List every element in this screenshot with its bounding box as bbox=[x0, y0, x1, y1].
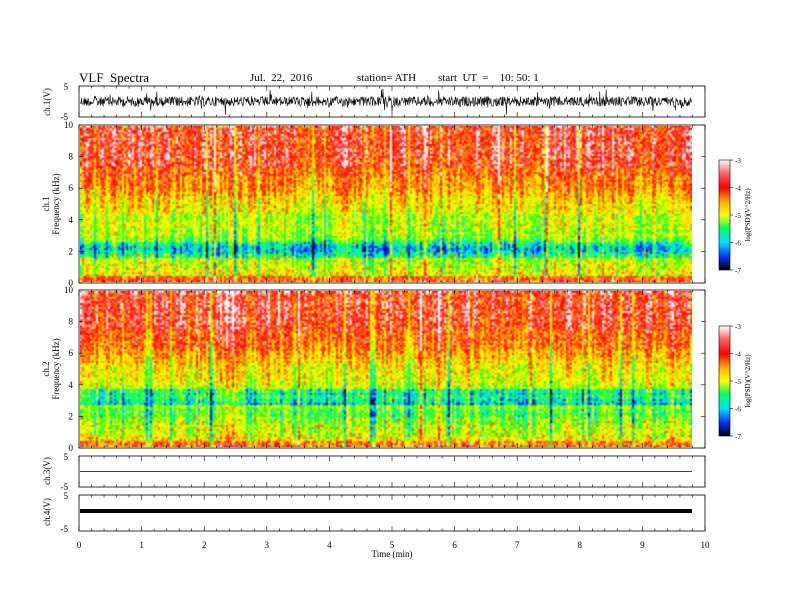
time-tick-label: 5 bbox=[390, 540, 395, 550]
ch1-spectrogram-panel: 0 2 4 6 8 10 ch.1 Frequency (kHz) bbox=[41, 120, 706, 288]
time-tick-label: 2 bbox=[202, 540, 207, 550]
time-axis-label: Time (min) bbox=[372, 549, 413, 559]
y-tick-label: 6 bbox=[69, 348, 74, 358]
date-label: Jul. 22, 2016 bbox=[250, 72, 313, 84]
ch4-waveform-line bbox=[80, 509, 692, 513]
y-tick-label: 10 bbox=[64, 120, 74, 130]
colorbar-tick-label: -5 bbox=[735, 212, 741, 220]
ch3-ytick-top: 5 bbox=[64, 452, 69, 462]
y-tick-label: 4 bbox=[69, 380, 74, 390]
ch2-colorbar-gradient bbox=[718, 325, 731, 437]
colorbar-tick-label: -6 bbox=[735, 406, 741, 414]
time-tick-label: 10 bbox=[701, 540, 711, 550]
time-tick-label: 3 bbox=[265, 540, 270, 550]
ch1-ytick-bottom: -5 bbox=[61, 112, 69, 122]
ch1-colorbar-gradient bbox=[718, 159, 731, 271]
time-tick-label: 1 bbox=[139, 540, 144, 550]
ch1-spectrogram-prefix: ch.1 bbox=[41, 196, 51, 211]
ch4-ytick-bottom: -5 bbox=[61, 524, 69, 534]
ch1-waveform-ylabel: ch.1(V) bbox=[42, 88, 52, 116]
y-tick-label: 10 bbox=[64, 285, 74, 295]
ch2-spectrogram-yticks: 0 2 4 6 8 10 bbox=[64, 285, 705, 453]
ch2-spectrogram-ylabel: Frequency (kHz) bbox=[51, 338, 61, 399]
colorbar-tick-label: -4 bbox=[735, 351, 741, 359]
ch2-colorbar: -3 -4 -5 -6 -7 log(PSD)(V^2/Hz) bbox=[718, 323, 752, 441]
ch4-waveform-panel: 5 -5 ch.4(V) bbox=[42, 491, 706, 534]
time-tick-label: 7 bbox=[515, 540, 520, 550]
ch1-colorbar-label: log(PSD)(V^2/Hz) bbox=[744, 188, 752, 242]
ch1-spectrogram-image bbox=[80, 126, 692, 282]
y-tick-label: 4 bbox=[69, 215, 74, 225]
time-tick-label: 0 bbox=[77, 540, 82, 550]
colorbar-tick-label: -3 bbox=[735, 323, 741, 331]
ch2-spectrogram-image bbox=[80, 291, 692, 447]
ch4-waveform-ticks bbox=[78, 495, 706, 531]
ch4-waveform-ylabel: ch.4(V) bbox=[42, 498, 52, 526]
ch1-colorbar-ticks: -3 -4 -5 -6 -7 bbox=[730, 157, 741, 275]
ch3-waveform-ylabel: ch.3(V) bbox=[42, 457, 52, 485]
time-tick-label: 8 bbox=[578, 540, 583, 550]
ch1-colorbar: -3 -4 -5 -6 -7 log(PSD)(V^2/Hz) bbox=[718, 157, 752, 275]
start-time-label: start UT = 10: 50: 1 bbox=[438, 72, 539, 84]
colorbar-tick-label: -7 bbox=[735, 433, 741, 441]
ch3-ytick-bottom: -5 bbox=[61, 482, 69, 492]
y-tick-label: 8 bbox=[69, 152, 74, 162]
ch2-spectrogram-ticks bbox=[78, 290, 706, 448]
colorbar-tick-label: -7 bbox=[735, 267, 741, 275]
ch2-colorbar-ticks: -3 -4 -5 -6 -7 bbox=[730, 323, 741, 441]
ch1-spectrogram-ylabel: Frequency (kHz) bbox=[51, 173, 61, 234]
ch1-spectrogram-ticks bbox=[78, 125, 706, 283]
station-label: station= ATH bbox=[357, 72, 417, 84]
colorbar-tick-label: -3 bbox=[735, 157, 741, 165]
ch1-waveform-line bbox=[79, 88, 693, 115]
y-tick-label: 2 bbox=[69, 246, 74, 256]
ch3-waveform-ticks bbox=[78, 456, 706, 487]
ch2-spectrogram-panel: 0 2 4 6 8 10 ch.2 Frequency (kHz) bbox=[41, 285, 706, 453]
y-tick-label: 0 bbox=[69, 278, 74, 288]
ch4-ytick-top: 5 bbox=[64, 491, 69, 501]
chart-title: VLF Spectra bbox=[79, 70, 150, 85]
y-tick-label: 6 bbox=[69, 183, 74, 193]
ch1-waveform-panel: 5 -5 ch.1(V) bbox=[42, 82, 706, 122]
colorbar-tick-label: -6 bbox=[735, 240, 741, 248]
ch2-colorbar-label: log(PSD)(V^2/Hz) bbox=[744, 354, 752, 408]
ch1-spectrogram-yticks: 0 2 4 6 8 10 bbox=[64, 120, 705, 288]
ch3-waveform-panel: 5 -5 ch.3(V) bbox=[42, 452, 706, 492]
y-tick-label: 2 bbox=[69, 411, 74, 421]
y-tick-label: 8 bbox=[69, 317, 74, 327]
y-tick-label: 0 bbox=[69, 443, 74, 453]
colorbar-tick-label: -5 bbox=[735, 378, 741, 386]
ch2-spectrogram-prefix: ch.2 bbox=[41, 361, 51, 376]
time-tick-label: 4 bbox=[327, 540, 332, 550]
time-tick-label: 9 bbox=[640, 540, 645, 550]
time-axis: 0 1 2 3 4 5 6 7 8 9 10 bbox=[77, 540, 710, 550]
colorbar-tick-label: -4 bbox=[735, 185, 741, 193]
ch1-ytick-top: 5 bbox=[64, 82, 69, 92]
time-tick-label: 6 bbox=[452, 540, 457, 550]
ch1-waveform-ticks bbox=[78, 86, 706, 117]
